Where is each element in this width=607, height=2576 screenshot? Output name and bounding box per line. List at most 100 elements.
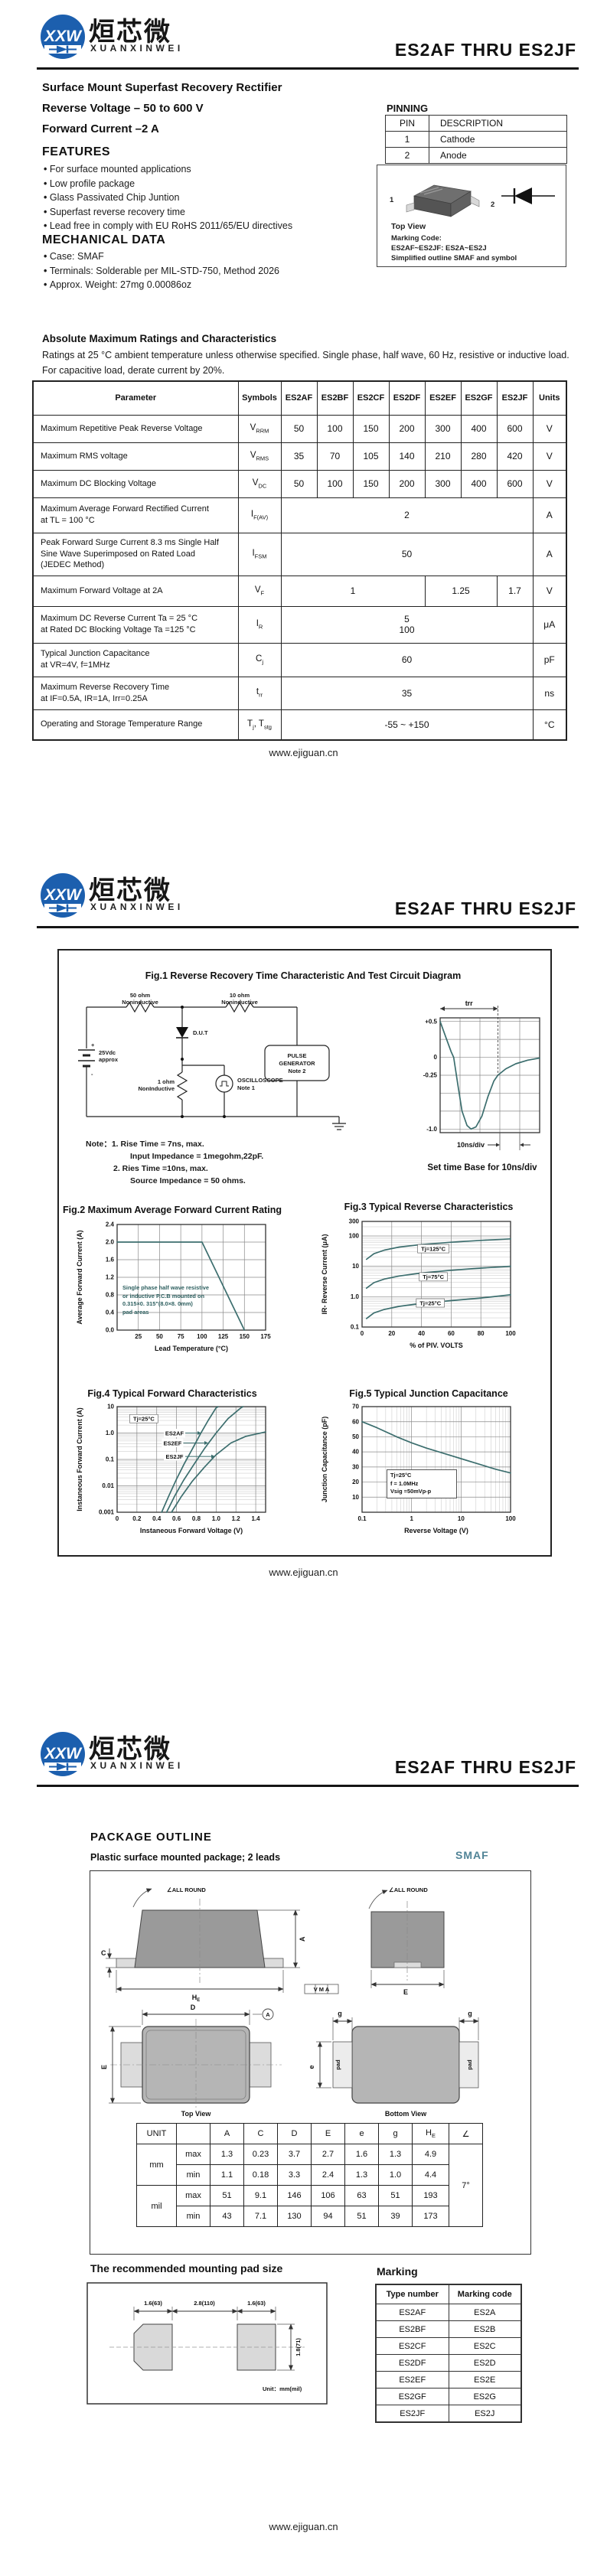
- brand-name-cn: 烜芯微: [89, 18, 171, 47]
- svg-text:2.0: 2.0: [106, 1239, 115, 1246]
- svg-text:0.1: 0.1: [357, 1515, 367, 1522]
- brand-logo-icon: XXW: [41, 1732, 85, 1776]
- page-3: XXW 烜芯微 XUANXINWEI ES2AF THRU ES2JF PACK…: [0, 1717, 607, 2576]
- col-device: ES2JF: [496, 380, 534, 416]
- pkg-outline-note: Simplified outline SMAF and symbol: [391, 254, 517, 262]
- datum-a-label: A: [266, 2011, 270, 2018]
- svg-text:10: 10: [107, 1404, 114, 1410]
- pad-label: pad: [335, 2059, 341, 2070]
- part-range-title: ES2AF THRU ES2JF: [394, 1757, 576, 1777]
- fig4-title: Fig.4 Typical Forward Characteristics: [87, 1388, 257, 1399]
- fig1-notes: Note：1. Rise Time = 7ns, max. Input Impe…: [86, 1138, 263, 1187]
- svg-text:Average Forward Current (A): Average Forward Current (A): [76, 1230, 83, 1324]
- svg-text:XXW: XXW: [44, 886, 83, 904]
- table-row: mm max 1.3 0.23 3.7 2.7 1.6 1.3 4.9 7°: [136, 2144, 483, 2227]
- mechanical-item: Case: SMAF: [44, 251, 279, 262]
- tolerance-frame: V M A: [314, 1986, 330, 1993]
- pkg-pin1-label: 1: [390, 196, 394, 204]
- svg-text:0: 0: [434, 1054, 438, 1061]
- col-device: ES2AF: [280, 380, 318, 416]
- col-device: ES2GF: [460, 380, 498, 416]
- svg-text:0.01: 0.01: [102, 1482, 114, 1489]
- svg-text:Noninductive: Noninductive: [122, 999, 158, 1006]
- table-row: ES2AF ES2A: [375, 2304, 522, 2321]
- fig5-chart: 0.1 1 10 100 10 20 30 40 50 60 70 Reverse Voltage (…: [321, 1404, 516, 1534]
- pad-dim-height: 1.8(71): [295, 2338, 302, 2356]
- pinning-heading: PINNING: [387, 103, 429, 114]
- table-header-row: UNIT A C D E e g HE ∠: [136, 2123, 483, 2144]
- forward-current-line: Forward Current –2 A: [42, 122, 159, 135]
- svg-text:50: 50: [352, 1433, 359, 1440]
- table-row: Operating and Storage Temperature Range …: [32, 709, 567, 741]
- fig1-title: Fig.1 Reverse Recovery Time Characterist…: [145, 970, 462, 981]
- svg-text:1.2: 1.2: [106, 1274, 115, 1281]
- brand-name-cn: 烜芯微: [89, 876, 171, 905]
- svg-text:Tj=25°C: Tj=25°C: [133, 1416, 155, 1423]
- table-row: Maximum Reverse Recovery Time at IF=0.5A…: [32, 676, 567, 710]
- pulse-generator-label: PULSE: [287, 1052, 306, 1059]
- table-header-row: Parameter Symbols ES2AF ES2BF ES2CF ES2D…: [32, 380, 567, 416]
- svg-text:NonInductive: NonInductive: [138, 1085, 175, 1092]
- dim-a-label: A: [299, 1936, 306, 1942]
- fig1-waveform-chart: +0.5 0 -0.25 -1.0 trr 10ns/div: [423, 999, 540, 1150]
- note-line: 2. Ries Time =10ns, max.: [113, 1164, 208, 1173]
- svg-text:XXW: XXW: [44, 1745, 83, 1762]
- table-row: ES2BF ES2B: [375, 2320, 522, 2338]
- brand-name-en: XUANXINWEI: [90, 1760, 184, 1771]
- table-row: Maximum RMS voltage VRMS 35 70 105 140 210 28…: [32, 442, 567, 471]
- dut-label: D.U.T: [193, 1029, 208, 1036]
- svg-text:1.4: 1.4: [252, 1515, 261, 1522]
- feature-item: Low profile package: [44, 178, 292, 189]
- footer-url[interactable]: www.ejiguan.cn: [269, 1567, 338, 1578]
- table-row: Typical Junction Capacitance at VR=4V, f…: [32, 642, 567, 677]
- svg-text:100: 100: [349, 1233, 360, 1240]
- col-symbols: Symbols: [237, 380, 282, 416]
- svg-text:Tj=125°C: Tj=125°C: [421, 1245, 446, 1252]
- table-row: ES2DF ES2D: [375, 2354, 522, 2372]
- fig1-caption: Set time Base for 10ns/div: [427, 1163, 537, 1172]
- angle-value: 7°: [449, 2144, 483, 2227]
- svg-text:10: 10: [352, 1263, 359, 1270]
- svg-text:0.0: 0.0: [106, 1327, 115, 1334]
- pin-number: 2: [385, 147, 429, 164]
- ratings-desc-1: Ratings at 25 °C ambient temperature unl…: [42, 350, 569, 360]
- outline-drawing-frame: [90, 1870, 531, 2255]
- mechanical-item: Approx. Weight: 27mg 0.00086oz: [44, 279, 279, 290]
- package-preview-box: 1 2 Top View Marking Code: ES2AF~ES2JF: …: [377, 165, 566, 267]
- footer-url[interactable]: www.ejiguan.cn: [269, 747, 338, 758]
- svg-text:1.6: 1.6: [106, 1257, 115, 1264]
- marking-heading: Marking: [377, 2265, 418, 2278]
- svg-text:Junction Capacitance (pF): Junction Capacitance (pF): [321, 1417, 328, 1503]
- svg-text:70: 70: [352, 1404, 359, 1410]
- mechanical-item: Terminals: Solderable per MIL-STD-750, M…: [44, 266, 279, 276]
- col-device: ES2CF: [352, 380, 390, 416]
- svg-text:20: 20: [352, 1479, 359, 1485]
- part-range-title: ES2AF THRU ES2JF: [394, 898, 576, 918]
- pad-dim-1: 1.6(63): [144, 2300, 162, 2307]
- svg-text:0.4: 0.4: [152, 1515, 162, 1522]
- pad-dim-3: 1.6(63): [247, 2300, 266, 2307]
- svg-text:10: 10: [352, 1494, 359, 1501]
- svg-text:Note 1: Note 1: [237, 1084, 255, 1091]
- marking-table: Type number Marking code ES2AF ES2A ES2BF E…: [375, 2284, 522, 2423]
- mounting-pad-drawing: 1.6(63) 2.8(110) 1.6(63) 1.8(71) Unit：mm…: [86, 2282, 328, 2405]
- page-2: XXW 烜芯微 XUANXINWEI ES2AF THRU ES2JF Fig.…: [0, 859, 607, 1717]
- note-line: Input Impedance = 1megohm,22pF.: [130, 1152, 264, 1161]
- unit-cell: V: [532, 414, 567, 443]
- brand-logo-icon: XXW: [41, 15, 85, 59]
- svg-text:125: 125: [218, 1333, 229, 1340]
- table-row: Maximum Average Forward Rectified Curren…: [32, 497, 567, 533]
- svg-text:10ns/div: 10ns/div: [457, 1141, 485, 1149]
- table-row: Maximum Forward Voltage at 2A VF 1 1.25 …: [32, 575, 567, 607]
- pinning-col-pin: PIN: [385, 115, 429, 132]
- dimensions-table: UNIT A C D E e g HE ∠ mm max 1.3 0.23 3.7 2…: [136, 2123, 483, 2227]
- top-view-caption: Top View: [181, 2110, 212, 2118]
- svg-text:ES2JF: ES2JF: [166, 1453, 184, 1460]
- svg-text:40: 40: [418, 1330, 425, 1337]
- pad-label: pad: [466, 2059, 473, 2070]
- oscilloscope-label: OSCILLOSCOPE: [237, 1077, 283, 1084]
- fig2-title: Fig.2 Maximum Average Forward Current Ra…: [63, 1205, 282, 1215]
- pkg-pin2-label: 2: [491, 201, 495, 209]
- footer-url[interactable]: www.ejiguan.cn: [269, 2521, 338, 2532]
